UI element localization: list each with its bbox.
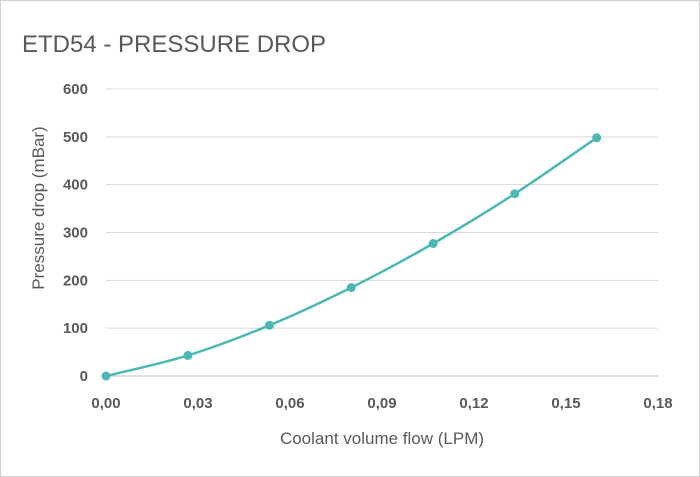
chart-title: ETD54 - PRESSURE DROP bbox=[22, 31, 326, 58]
data-point bbox=[183, 350, 193, 360]
series-line bbox=[104, 136, 598, 378]
grid-lines bbox=[106, 88, 658, 329]
y-tick-label: 300 bbox=[63, 225, 88, 242]
x-axis-ticks: 0,00 0,03 0,06 0,09 0,12 0,15 0,18 bbox=[91, 395, 672, 412]
data-point bbox=[264, 320, 274, 330]
x-tick-label: 0,06 bbox=[275, 395, 304, 412]
x-tick-label: 0,09 bbox=[367, 395, 396, 412]
y-axis-label: Pressure drop (mBar) bbox=[29, 126, 48, 289]
x-tick-label: 0,00 bbox=[91, 395, 120, 412]
data-point bbox=[101, 371, 111, 381]
y-axis-ticks: 0 100 200 300 400 500 600 bbox=[63, 81, 88, 385]
y-tick-label: 200 bbox=[63, 272, 88, 289]
x-tick-label: 0,12 bbox=[459, 395, 488, 412]
x-tick-label: 0,18 bbox=[643, 395, 672, 412]
y-tick-label: 0 bbox=[80, 368, 88, 385]
x-tick-label: 0,03 bbox=[183, 395, 212, 412]
series-pressure-drop bbox=[101, 133, 602, 381]
data-point bbox=[510, 189, 520, 199]
y-tick-label: 400 bbox=[63, 177, 88, 194]
x-axis-label: Coolant volume flow (LPM) bbox=[280, 429, 484, 448]
data-point bbox=[428, 239, 438, 249]
data-point bbox=[346, 283, 356, 293]
data-point bbox=[592, 133, 602, 143]
y-tick-label: 100 bbox=[63, 320, 88, 337]
y-tick-label: 600 bbox=[63, 81, 88, 98]
x-tick-label: 0,15 bbox=[551, 395, 580, 412]
y-tick-label: 500 bbox=[63, 129, 88, 146]
